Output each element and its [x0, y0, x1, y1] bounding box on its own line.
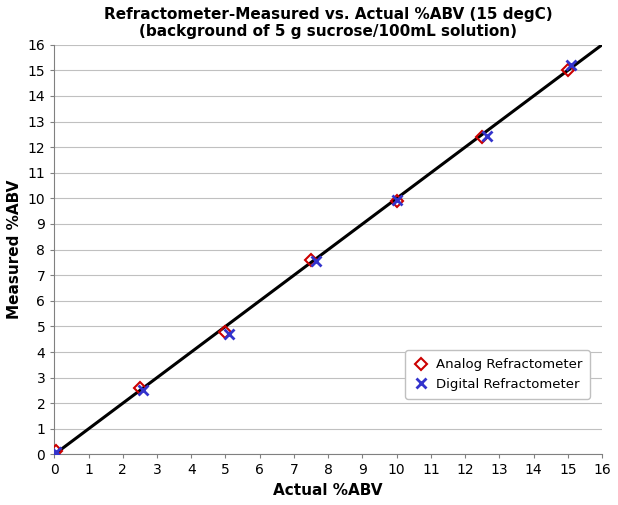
Y-axis label: Measured %ABV: Measured %ABV — [7, 180, 22, 319]
Digital Refractometer — [393, 196, 400, 203]
Analog Refractometer — [136, 385, 143, 391]
Digital Refractometer — [313, 258, 320, 264]
Title: Refractometer-Measured vs. Actual %ABV (15 degC)
(background of 5 g sucrose/100m: Refractometer-Measured vs. Actual %ABV (… — [104, 7, 552, 39]
Analog Refractometer — [478, 134, 486, 140]
Digital Refractometer — [140, 387, 147, 393]
Analog Refractometer — [307, 257, 315, 263]
Digital Refractometer — [53, 449, 60, 455]
Analog Refractometer — [222, 329, 229, 335]
Digital Refractometer — [484, 133, 491, 139]
Digital Refractometer — [568, 62, 575, 68]
Line: Analog Refractometer: Analog Refractometer — [52, 66, 572, 455]
Analog Refractometer — [393, 198, 400, 204]
Line: Digital Refractometer: Digital Refractometer — [51, 60, 576, 457]
Analog Refractometer — [53, 447, 60, 453]
Analog Refractometer — [564, 67, 572, 73]
Digital Refractometer — [225, 331, 232, 337]
X-axis label: Actual %ABV: Actual %ABV — [274, 483, 383, 498]
Legend: Analog Refractometer, Digital Refractometer: Analog Refractometer, Digital Refractome… — [405, 350, 590, 399]
